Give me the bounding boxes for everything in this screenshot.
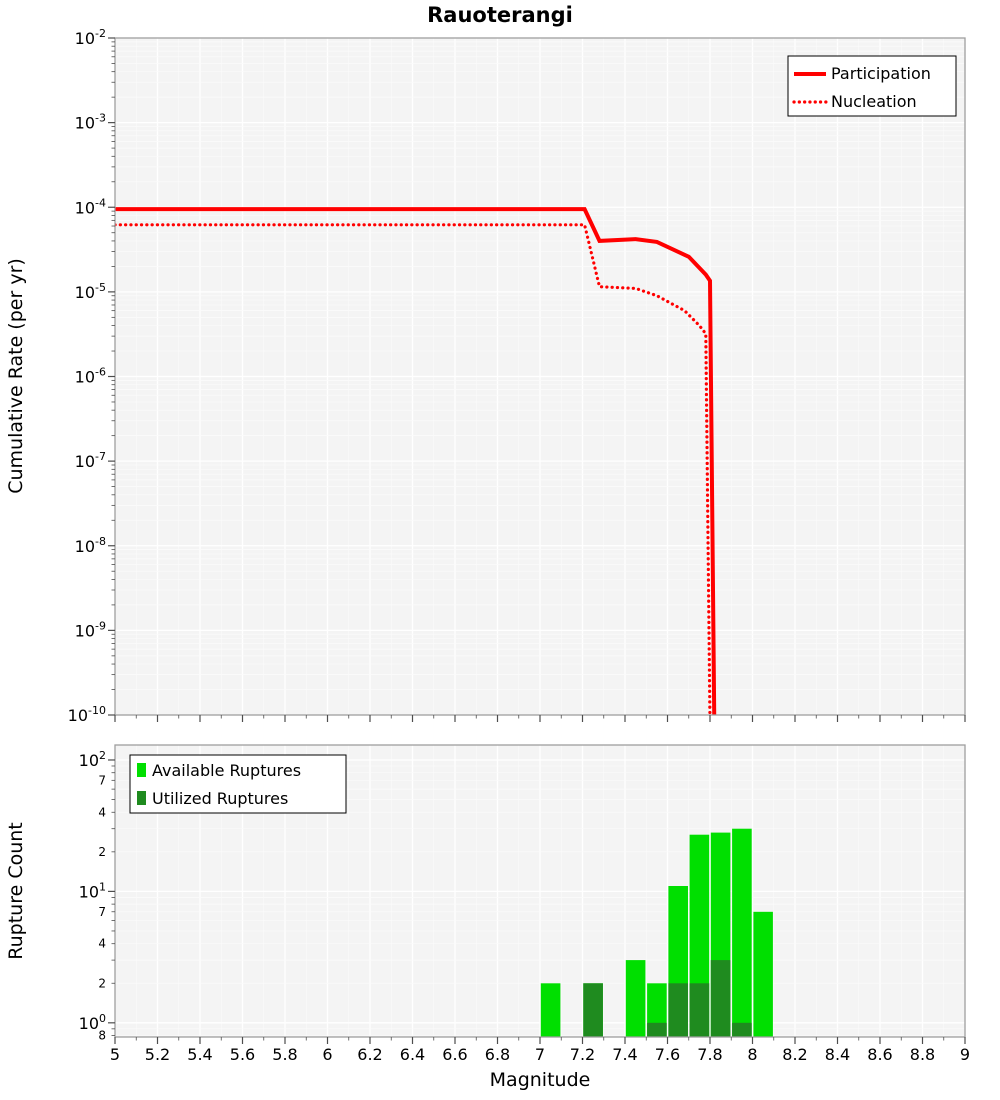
y-minor-tick-label: 4 [98, 805, 106, 819]
x-tick-label: 8.6 [867, 1045, 892, 1064]
x-tick-label: 6.8 [485, 1045, 510, 1064]
bar-available-ruptures [625, 960, 646, 1037]
x-axis-label: Magnitude [490, 1069, 591, 1091]
x-tick-label: 6.4 [400, 1045, 425, 1064]
bottom-legend: Available Ruptures Utilized Ruptures [129, 754, 347, 814]
x-tick-label: 8.4 [825, 1045, 850, 1064]
available-ruptures-swatch [137, 763, 146, 777]
bar-available-ruptures [732, 828, 752, 1037]
generated-plot-layers: 10-1010-910-810-710-610-510-410-310-2810… [68, 27, 970, 1064]
x-tick-label: 8.8 [910, 1045, 935, 1064]
curve-nucleation [115, 223, 712, 715]
legend-label-nucleation: Nucleation [831, 92, 917, 111]
x-tick-label: 8 [747, 1045, 757, 1064]
x-tick-label: 5.2 [145, 1045, 170, 1064]
y-minor-tick-label: 4 [98, 937, 106, 951]
x-tick-label: 6.2 [357, 1045, 382, 1064]
x-tick-label: 7.6 [655, 1045, 680, 1064]
y-tick-label: 10-4 [75, 196, 106, 217]
y-tick-label: 10-2 [75, 27, 106, 48]
top-legend-box [787, 55, 957, 117]
rupture-count-bars [540, 828, 773, 1037]
bar-utilized-ruptures [710, 960, 731, 1037]
x-tick-label: 5.4 [187, 1045, 212, 1064]
x-tick-label: 5.6 [230, 1045, 255, 1064]
rate-curves [115, 207, 717, 715]
y-tick-label: 10-9 [75, 619, 106, 640]
bar-utilized-ruptures [732, 1022, 752, 1037]
legend-label-participation: Participation [831, 64, 931, 83]
x-tick-label: 7.4 [612, 1045, 637, 1064]
y-tick-label: 100 [79, 1012, 106, 1033]
y-minor-tick-label: 7 [98, 905, 106, 919]
utilized-ruptures-swatch [137, 791, 146, 805]
y-tick-label: 10-3 [75, 112, 106, 133]
y-minor-tick-label: 2 [98, 845, 106, 859]
legend-label-utilized: Utilized Ruptures [152, 789, 288, 808]
bar-available-ruptures [540, 983, 561, 1037]
top-legend: Participation Nucleation [787, 55, 957, 117]
x-tick-label: 5 [110, 1045, 120, 1064]
y-tick-label: 10-5 [75, 281, 106, 302]
bar-available-ruptures [753, 911, 773, 1037]
y-minor-tick-label: 2 [98, 976, 106, 990]
y-tick-label: 10-7 [75, 450, 106, 471]
legend-label-available: Available Ruptures [152, 761, 301, 780]
y-tick-label: 101 [79, 880, 106, 901]
y-tick-label: 10-8 [75, 535, 106, 556]
x-tick-label: 5.8 [272, 1045, 297, 1064]
bar-utilized-ruptures [583, 983, 603, 1037]
chart-title: Rauoterangi [427, 3, 573, 27]
x-tick-label: 7.2 [570, 1045, 595, 1064]
y-tick-label: 10-10 [68, 704, 106, 725]
top-y-axis-label: Cumulative Rate (per yr) [5, 258, 27, 494]
x-tick-label: 8.2 [782, 1045, 807, 1064]
bottom-y-axis-label: Rupture Count [5, 822, 27, 960]
y-minor-tick-label: 7 [98, 773, 106, 787]
bar-utilized-ruptures [647, 1022, 667, 1037]
x-tick-label: 9 [960, 1045, 970, 1064]
curve-participation [115, 207, 717, 715]
x-tick-label: 7.8 [697, 1045, 722, 1064]
x-tick-label: 6.6 [442, 1045, 467, 1064]
x-tick-label: 6 [322, 1045, 332, 1064]
x-tick-label: 7 [535, 1045, 545, 1064]
bar-utilized-ruptures [668, 983, 688, 1037]
bar-utilized-ruptures [689, 983, 710, 1037]
y-minor-tick-label: 8 [98, 1029, 106, 1043]
bottom-legend-box [129, 754, 347, 814]
y-tick-label: 102 [79, 749, 106, 770]
y-tick-label: 10-6 [75, 366, 106, 387]
